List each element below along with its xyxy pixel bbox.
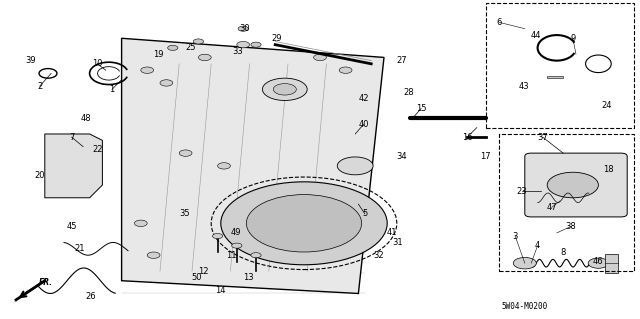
Text: 50: 50	[192, 273, 202, 282]
Text: 13: 13	[243, 273, 253, 282]
Polygon shape	[45, 134, 102, 198]
Bar	[547, 76, 563, 78]
Text: 34: 34	[397, 152, 407, 161]
Text: 3: 3	[513, 232, 518, 241]
Text: 44: 44	[531, 31, 541, 40]
Text: 9: 9	[570, 34, 575, 43]
Circle shape	[147, 252, 160, 258]
Text: 1: 1	[109, 85, 115, 94]
Bar	[486, 3, 634, 128]
Text: 29: 29	[271, 34, 282, 43]
Circle shape	[134, 220, 147, 226]
Bar	[499, 134, 634, 271]
Text: 6: 6	[497, 18, 502, 27]
Text: 32: 32	[374, 251, 384, 260]
Text: 30: 30	[239, 24, 250, 33]
Text: 39: 39	[26, 56, 36, 65]
Text: 12: 12	[198, 267, 209, 276]
Circle shape	[218, 163, 230, 169]
Circle shape	[246, 195, 362, 252]
Text: 43: 43	[518, 82, 529, 91]
Text: 42: 42	[358, 94, 369, 103]
Text: 16: 16	[462, 133, 472, 142]
Circle shape	[339, 67, 352, 73]
Text: 17: 17	[480, 152, 490, 161]
Text: 18: 18	[603, 165, 613, 174]
Circle shape	[314, 54, 326, 61]
Text: 10: 10	[92, 59, 102, 68]
Circle shape	[221, 182, 387, 265]
Text: 26: 26	[86, 292, 96, 301]
FancyBboxPatch shape	[525, 153, 627, 217]
Text: 47: 47	[547, 203, 557, 212]
Text: 5: 5	[362, 209, 367, 218]
Text: 5W04-M0200: 5W04-M0200	[502, 302, 548, 311]
Text: 31: 31	[393, 238, 403, 247]
Polygon shape	[605, 254, 618, 273]
Circle shape	[179, 150, 192, 156]
Text: 11: 11	[227, 251, 237, 260]
Text: 14: 14	[216, 286, 226, 295]
Circle shape	[168, 45, 178, 50]
Text: 48: 48	[81, 114, 92, 122]
Polygon shape	[122, 38, 384, 293]
Circle shape	[141, 67, 154, 73]
Circle shape	[337, 157, 373, 175]
Text: 4: 4	[535, 241, 540, 250]
Text: 24: 24	[602, 101, 612, 110]
Text: 23: 23	[516, 187, 527, 196]
Circle shape	[251, 253, 261, 258]
Text: 19: 19	[154, 50, 164, 59]
Text: 27: 27	[397, 56, 407, 65]
Circle shape	[547, 172, 598, 198]
Text: 20: 20	[35, 171, 45, 180]
Circle shape	[262, 78, 307, 100]
Circle shape	[273, 84, 296, 95]
Text: FR.: FR.	[38, 278, 52, 287]
Circle shape	[212, 234, 223, 239]
Text: 45: 45	[67, 222, 77, 231]
Text: 28: 28	[403, 88, 413, 97]
Circle shape	[198, 54, 211, 61]
Circle shape	[588, 258, 609, 268]
Text: 8: 8	[561, 248, 566, 256]
Text: 35: 35	[179, 209, 189, 218]
Text: 49: 49	[230, 228, 241, 237]
Circle shape	[232, 243, 242, 248]
Text: 15: 15	[416, 104, 426, 113]
Text: 40: 40	[358, 120, 369, 129]
Circle shape	[513, 257, 536, 269]
Text: 25: 25	[186, 43, 196, 52]
Circle shape	[160, 80, 173, 86]
Circle shape	[251, 42, 261, 47]
Circle shape	[237, 41, 250, 48]
Circle shape	[193, 39, 204, 44]
Text: 33: 33	[233, 47, 243, 56]
Text: 21: 21	[75, 244, 85, 253]
Text: 2: 2	[37, 82, 42, 91]
Text: 7: 7	[69, 133, 74, 142]
Text: 38: 38	[566, 222, 576, 231]
Circle shape	[238, 26, 248, 31]
Text: 41: 41	[387, 228, 397, 237]
Text: 46: 46	[593, 257, 604, 266]
Text: 37: 37	[538, 133, 548, 142]
Text: 22: 22	[92, 145, 102, 154]
